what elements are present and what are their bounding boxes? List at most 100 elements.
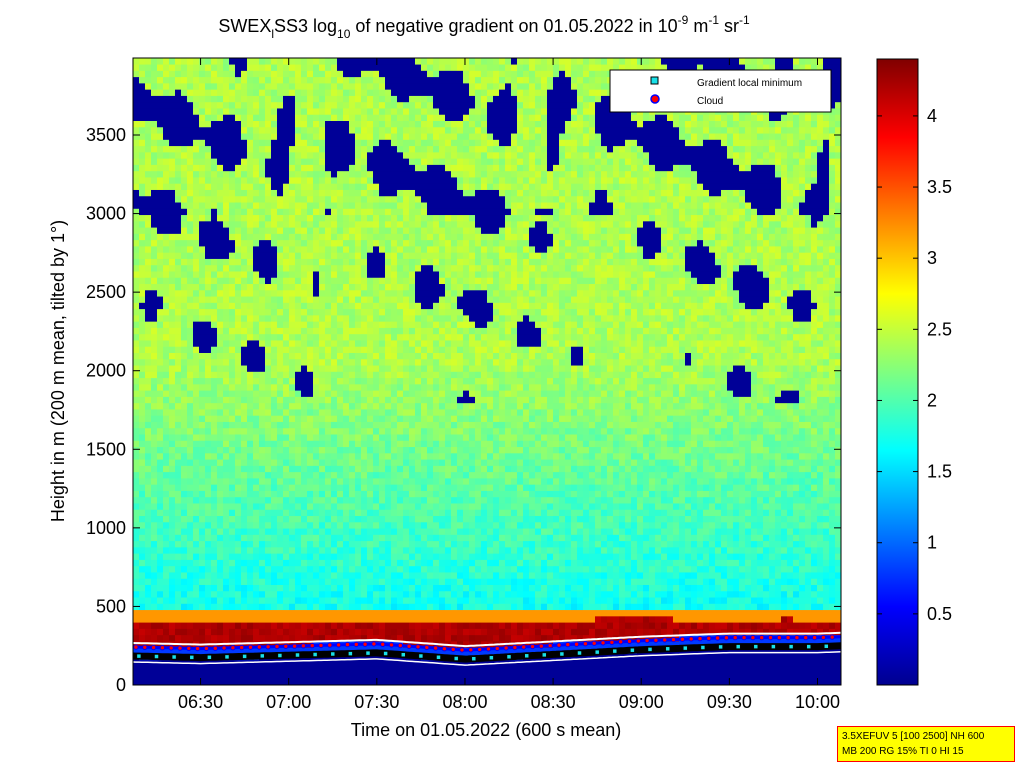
heatmap-cell <box>139 634 146 642</box>
heatmap-cell <box>373 603 380 611</box>
heatmap-cell <box>361 176 368 184</box>
heatmap-cell <box>151 458 158 466</box>
heatmap-cell <box>223 314 230 322</box>
heatmap-cell <box>265 151 272 159</box>
heatmap-cell <box>235 471 242 479</box>
heatmap-cell <box>349 183 356 190</box>
heatmap-cell <box>349 70 356 78</box>
heatmap-cell <box>247 515 254 523</box>
heatmap-cell <box>139 383 146 391</box>
heatmap-cell <box>337 58 344 65</box>
heatmap-cell <box>313 132 320 140</box>
heatmap-cell <box>397 502 404 510</box>
heatmap-cell <box>271 546 278 554</box>
heatmap-cell <box>427 665 434 673</box>
heatmap-cell <box>295 132 302 140</box>
heatmap-cell <box>409 82 416 90</box>
heatmap-cell <box>421 490 428 498</box>
heatmap-cell <box>367 245 374 253</box>
heatmap-cell <box>229 58 236 65</box>
heatmap-cell <box>397 402 404 410</box>
heatmap-cell <box>403 509 410 517</box>
heatmap-cell <box>325 647 332 654</box>
heatmap-cell <box>373 559 380 567</box>
heatmap-cell <box>373 245 380 253</box>
heatmap-cell <box>379 107 386 115</box>
heatmap-cell <box>151 647 158 654</box>
heatmap-cell <box>403 659 410 667</box>
heatmap-cell <box>301 427 308 435</box>
heatmap-cell <box>157 346 164 353</box>
heatmap-cell <box>421 302 428 310</box>
heatmap-cell <box>151 433 158 441</box>
heatmap-cell <box>403 89 410 96</box>
heatmap-cell <box>295 189 302 197</box>
heatmap-cell <box>145 433 152 441</box>
heatmap-cell <box>271 308 278 316</box>
heatmap-cell <box>391 63 398 71</box>
heatmap-cell <box>211 509 218 517</box>
heatmap-cell <box>427 107 434 115</box>
heatmap-cell <box>337 327 344 335</box>
heatmap-cell <box>181 346 188 353</box>
heatmap-cell <box>271 484 278 491</box>
heatmap-cell <box>175 183 182 190</box>
heatmap-cell <box>271 559 278 567</box>
heatmap-cell <box>373 89 380 96</box>
heatmap-cell <box>277 233 284 241</box>
heatmap-cell <box>193 553 200 560</box>
heatmap-cell <box>343 170 350 178</box>
heatmap-cell <box>373 615 380 623</box>
heatmap-cell <box>325 433 332 441</box>
heatmap-cell <box>379 427 386 435</box>
heatmap-cell <box>331 471 338 479</box>
heatmap-cell <box>289 220 296 228</box>
heatmap-cell <box>139 70 146 78</box>
heatmap-cell <box>169 515 176 523</box>
heatmap-cell <box>163 70 170 78</box>
heatmap-cell <box>349 665 356 673</box>
heatmap-cell <box>331 521 338 529</box>
heatmap-cell <box>217 214 224 222</box>
heatmap-cell <box>373 578 380 585</box>
heatmap-cell <box>139 270 146 278</box>
heatmap-cell <box>259 89 266 96</box>
heatmap-cell <box>265 339 272 347</box>
heatmap-cell <box>307 609 314 617</box>
heatmap-cell <box>409 659 416 667</box>
heatmap-cell <box>259 540 266 548</box>
heatmap-cell <box>427 233 434 241</box>
heatmap-cell <box>199 158 206 165</box>
heatmap-cell <box>151 402 158 410</box>
heatmap-cell <box>403 120 410 128</box>
heatmap-cell <box>289 440 296 448</box>
heatmap-cell <box>133 484 140 491</box>
heatmap-cell <box>157 158 164 165</box>
heatmap-cell <box>163 132 170 140</box>
heatmap-cell <box>157 364 164 372</box>
heatmap-cell <box>361 433 368 441</box>
heatmap-cell <box>163 245 170 253</box>
heatmap-cell <box>295 502 302 510</box>
heatmap-cell <box>259 264 266 272</box>
heatmap-cell <box>193 609 200 617</box>
heatmap-cell <box>367 189 374 197</box>
heatmap-cell <box>427 584 434 592</box>
heatmap-cell <box>403 346 410 353</box>
heatmap-cell <box>403 70 410 78</box>
heatmap-cell <box>295 446 302 454</box>
heatmap-cell <box>229 527 236 535</box>
heatmap-cell <box>193 634 200 642</box>
heatmap-cell <box>169 383 176 391</box>
heatmap-cell <box>259 571 266 579</box>
heatmap-cell <box>253 208 260 216</box>
heatmap-cell <box>247 634 254 642</box>
heatmap-cell <box>235 214 242 222</box>
heatmap-cell <box>211 189 218 197</box>
heatmap-cell <box>163 446 170 454</box>
heatmap-cell <box>391 634 398 642</box>
heatmap-cell <box>193 327 200 335</box>
heatmap-cell <box>163 314 170 322</box>
heatmap-cell <box>409 239 416 247</box>
heatmap-cell <box>391 70 398 78</box>
